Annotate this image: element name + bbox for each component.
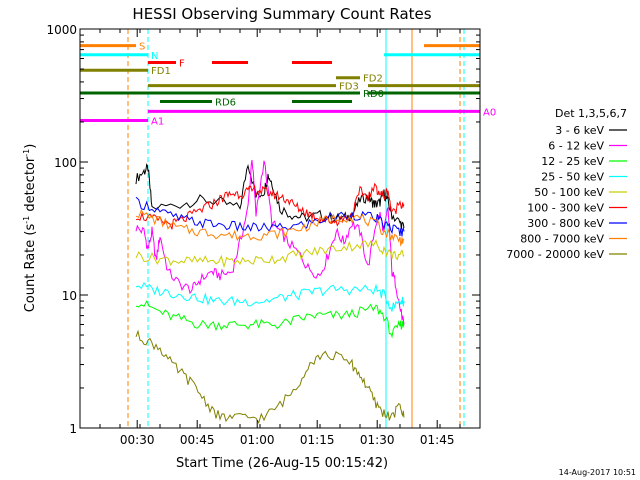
series-line xyxy=(135,329,405,424)
flag-label: FD3 xyxy=(339,82,359,93)
axes: 00:30 00:45 01:00 01:15 01:30 01:45 1 10 100 1000 xyxy=(46,23,481,447)
x-tick-label: 01:30 xyxy=(360,433,395,447)
y-tick-label: 1000 xyxy=(46,23,77,37)
x-tick-label: 01:00 xyxy=(240,433,275,447)
legend-entry-label: 7000 - 20000 keV xyxy=(506,248,604,261)
legend-entry-label: 25 - 50 keV xyxy=(541,171,604,184)
flag-label: F xyxy=(179,58,185,69)
x-tick-label: 01:45 xyxy=(420,433,455,447)
flag-label: N xyxy=(151,51,158,62)
legend-entry-label: 3 - 6 keV xyxy=(555,124,604,137)
series-line xyxy=(135,159,405,325)
series-line xyxy=(135,163,405,230)
flag-label: FD2 xyxy=(363,74,383,85)
legend: 3 - 6 keV 6 - 12 keV 12 - 25 keV 25 - 50 ke… xyxy=(506,124,627,261)
legend-entry-label: 6 - 12 keV xyxy=(548,140,604,153)
legend-entry-label: 12 - 25 keV xyxy=(541,155,604,168)
chart-title: HESSI Observing Summary Count Rates xyxy=(132,5,431,23)
flag-label: S xyxy=(139,42,145,53)
x-tick-label: 00:30 xyxy=(120,433,155,447)
flag-label: RD6 xyxy=(215,98,236,109)
series-lines xyxy=(135,159,405,424)
plot-frame xyxy=(79,28,481,429)
y-tick-label: 100 xyxy=(54,156,77,170)
y-tick-label: 10 xyxy=(62,289,77,303)
x-axis-label: Start Time (26-Aug-15 00:15:42) xyxy=(176,456,388,471)
legend-entry-label: 800 - 7000 keV xyxy=(520,233,604,246)
series-line xyxy=(135,182,405,230)
series-line xyxy=(135,239,405,269)
flag-bars: SN F FD1 FD2 FD3 RD0 RD6 A0 A1 xyxy=(80,42,496,128)
mode-marker-lines xyxy=(127,29,465,428)
flag-label: FD1 xyxy=(151,66,171,77)
y-tick-label: 1 xyxy=(69,422,77,436)
legend-entry-label: 300 - 800 keV xyxy=(527,217,604,230)
series-line xyxy=(135,281,405,312)
flag-label: A1 xyxy=(151,117,164,128)
legend-title: Det 1,3,5,6,7 xyxy=(555,107,627,120)
flag-label: A0 xyxy=(483,107,496,118)
legend-entry-label: 100 - 300 keV xyxy=(527,202,604,215)
flag-label: RD0 xyxy=(363,89,384,100)
series-line xyxy=(135,208,405,247)
x-tick-label: 01:15 xyxy=(300,433,335,447)
y-axis-label: Count Rate (s-1 detector-1) xyxy=(22,144,38,313)
x-tick-label: 00:45 xyxy=(180,433,215,447)
series-line xyxy=(135,300,405,339)
legend-entry-label: 50 - 100 keV xyxy=(534,186,604,199)
footer-timestamp: 14-Aug-2017 10:51 xyxy=(559,468,636,477)
